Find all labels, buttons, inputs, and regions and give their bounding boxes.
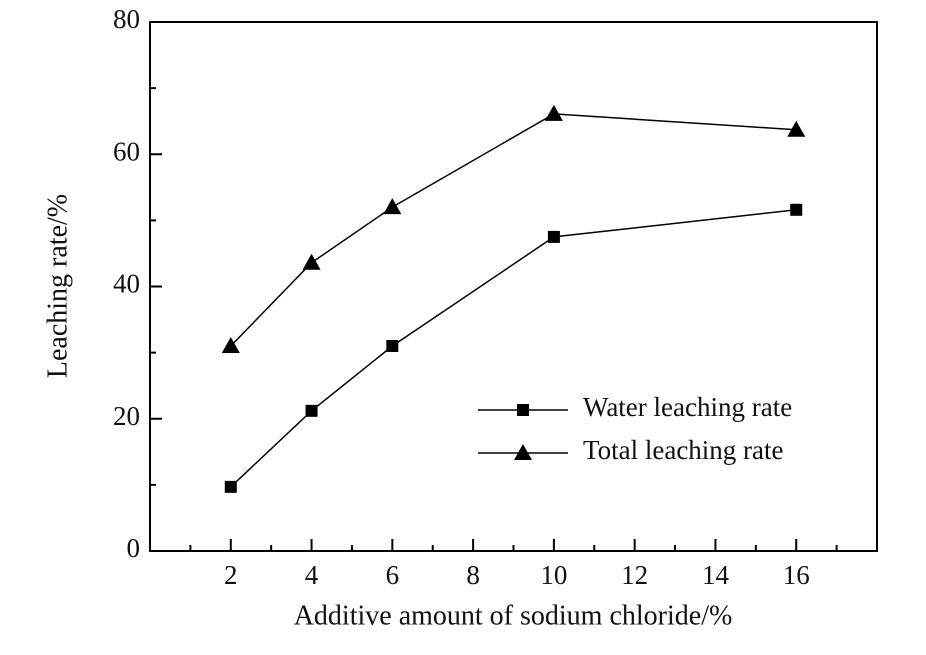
triangle-marker (221, 337, 240, 354)
triangle-marker (383, 198, 402, 215)
y-tick-label: 60 (113, 136, 140, 166)
x-axis-title: Additive amount of sodium chloride/% (294, 600, 733, 631)
x-tick-label: 16 (783, 560, 810, 590)
y-tick-label: 0 (127, 533, 141, 563)
x-tick-label: 12 (621, 560, 648, 590)
legend-marker (517, 404, 529, 416)
plot-frame (149, 21, 878, 552)
legend-marker (514, 444, 532, 460)
square-marker (386, 340, 399, 353)
triangle-marker (544, 104, 563, 121)
square-marker (305, 404, 318, 417)
y-tick-label: 20 (113, 401, 140, 431)
square-marker (790, 203, 803, 216)
triangle-marker (302, 253, 321, 270)
legend-label: Total leaching rate (583, 435, 784, 465)
y-tick-label: 40 (113, 269, 140, 299)
x-tick-label: 8 (466, 560, 480, 590)
x-tick-label: 6 (386, 560, 400, 590)
x-tick-label: 4 (305, 560, 319, 590)
x-tick-label: 2 (224, 560, 238, 590)
x-tick-label: 14 (702, 560, 730, 590)
square-marker (547, 230, 560, 243)
y-axis-title: Leaching rate/% (42, 194, 73, 378)
square-marker (224, 480, 237, 493)
x-tick-label: 10 (540, 560, 567, 590)
y-tick-label: 80 (113, 4, 140, 34)
series-line (230, 113, 797, 347)
legend-label: Water leaching rate (583, 392, 792, 422)
triangle-marker (787, 120, 806, 137)
